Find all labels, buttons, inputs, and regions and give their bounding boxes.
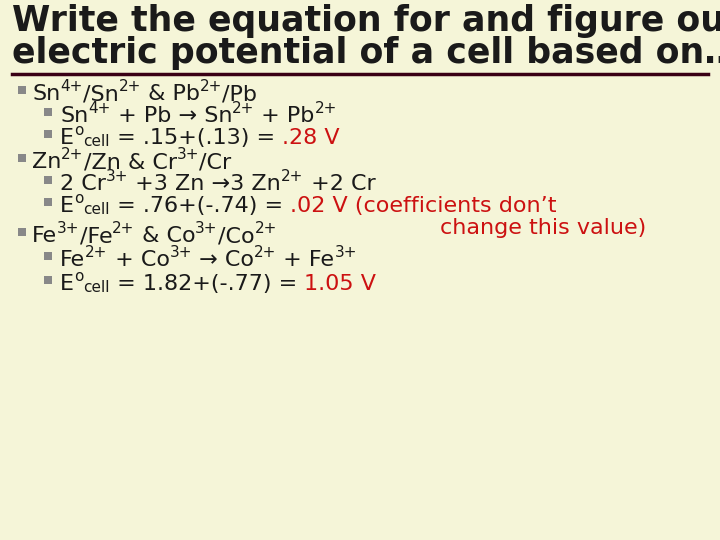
Bar (18, 86, 26, 94)
Text: 3+: 3+ (177, 147, 199, 162)
Text: /Pb: /Pb (222, 84, 257, 104)
Text: = .76+(-.74) =: = .76+(-.74) = (110, 196, 290, 216)
Text: /Co: /Co (217, 226, 254, 246)
Text: & Pb: & Pb (140, 84, 199, 104)
Bar (44, 252, 52, 260)
Text: + Pb: + Pb (254, 106, 315, 126)
Text: cell: cell (84, 202, 110, 217)
Text: 2+: 2+ (85, 245, 107, 260)
Text: = .15+(.13) =: = .15+(.13) = (110, 128, 282, 148)
Text: change this value): change this value) (440, 218, 647, 238)
Text: E: E (60, 274, 74, 294)
Text: → Co: → Co (192, 250, 254, 270)
Text: cell: cell (84, 134, 110, 149)
Text: Zn: Zn (32, 152, 61, 172)
Text: electric potential of a cell based on…: electric potential of a cell based on… (12, 36, 720, 70)
Text: + Pb → Sn: + Pb → Sn (111, 106, 232, 126)
Text: 2+: 2+ (112, 221, 135, 236)
Bar (18, 154, 26, 162)
Text: + Fe: + Fe (276, 250, 334, 270)
Text: 3+: 3+ (106, 169, 128, 184)
Text: /Zn & Cr: /Zn & Cr (84, 152, 177, 172)
Text: cell: cell (84, 280, 110, 295)
Text: /Sn: /Sn (83, 84, 118, 104)
Text: o: o (74, 269, 84, 284)
Text: E: E (60, 128, 74, 148)
Bar (18, 228, 26, 236)
Text: 3+: 3+ (169, 245, 192, 260)
Text: 3+: 3+ (334, 245, 357, 260)
Bar (44, 276, 52, 284)
Text: 2+: 2+ (199, 79, 222, 94)
Text: Fe: Fe (60, 250, 85, 270)
Text: o: o (74, 123, 84, 138)
Text: /Cr: /Cr (199, 152, 232, 172)
Text: +3 Zn →3 Zn: +3 Zn →3 Zn (128, 174, 282, 194)
Text: 2+: 2+ (282, 169, 304, 184)
Text: .02 V (coefficients don’t: .02 V (coefficients don’t (290, 196, 557, 216)
Text: = 1.82+(-.77) =: = 1.82+(-.77) = (110, 274, 305, 294)
Text: 2+: 2+ (254, 221, 276, 236)
Text: 3+: 3+ (57, 221, 80, 236)
Text: 2+: 2+ (118, 79, 140, 94)
Text: + Co: + Co (107, 250, 169, 270)
Text: 4+: 4+ (89, 101, 111, 116)
Bar (44, 176, 52, 184)
Text: 4+: 4+ (60, 79, 83, 94)
Bar (44, 108, 52, 116)
Text: 2+: 2+ (254, 245, 276, 260)
Text: 1.05 V: 1.05 V (305, 274, 377, 294)
Text: Sn: Sn (32, 84, 60, 104)
Text: 2+: 2+ (61, 147, 84, 162)
Text: Fe: Fe (32, 226, 57, 246)
Text: /Fe: /Fe (80, 226, 112, 246)
Text: 2+: 2+ (315, 101, 337, 116)
Text: +2 Cr: +2 Cr (304, 174, 375, 194)
Text: 2+: 2+ (232, 101, 254, 116)
Text: Write the equation for and figure out the: Write the equation for and figure out th… (12, 4, 720, 38)
Bar (44, 198, 52, 206)
Bar (44, 130, 52, 138)
Text: .28 V: .28 V (282, 128, 340, 148)
Text: & Co: & Co (135, 226, 195, 246)
Text: 3+: 3+ (195, 221, 217, 236)
Text: Sn: Sn (60, 106, 89, 126)
Text: o: o (74, 191, 84, 206)
Text: 2 Cr: 2 Cr (60, 174, 106, 194)
Text: E: E (60, 196, 74, 216)
